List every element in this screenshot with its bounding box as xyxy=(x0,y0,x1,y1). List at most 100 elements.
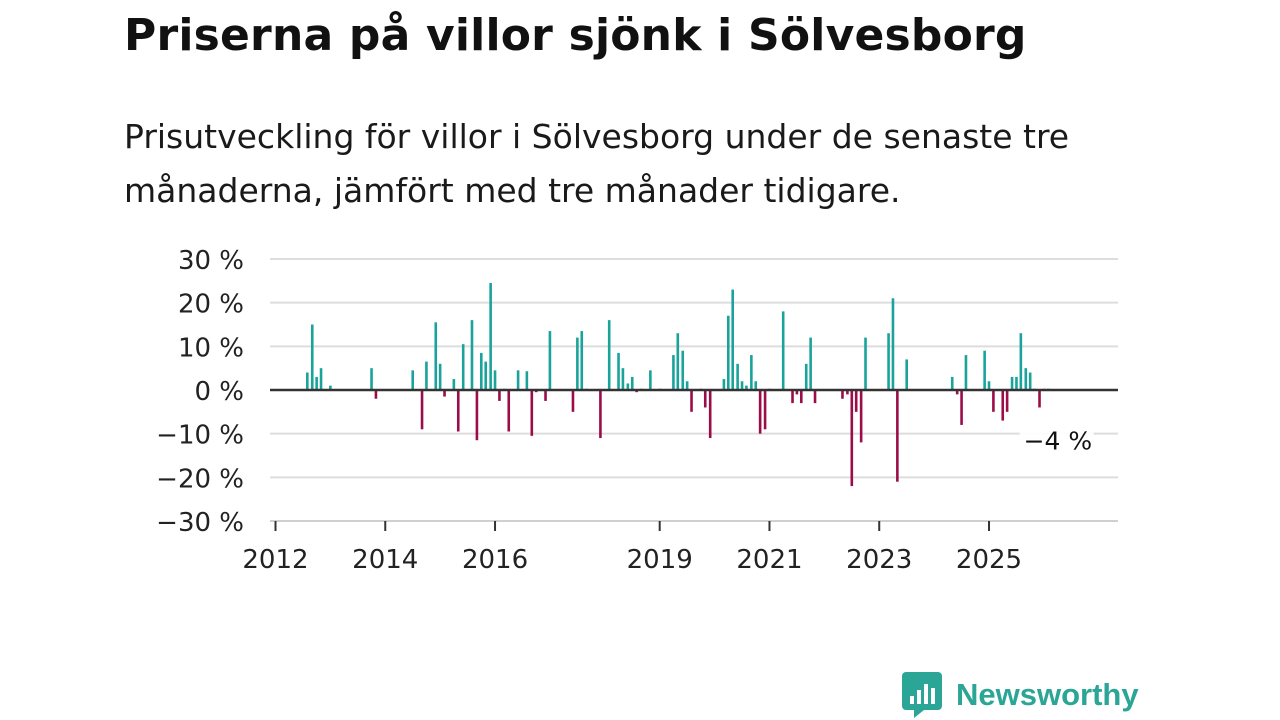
bar xyxy=(960,390,963,425)
bar xyxy=(859,390,863,443)
y-tick-label: −20 % xyxy=(156,464,244,494)
bar xyxy=(964,355,968,390)
bar xyxy=(1019,333,1023,390)
bar xyxy=(456,390,460,432)
x-tick-label: 2025 xyxy=(956,545,1022,575)
bar xyxy=(896,390,899,482)
bar xyxy=(516,370,520,390)
bar xyxy=(992,390,995,412)
bars xyxy=(270,283,1118,487)
bar xyxy=(795,390,799,395)
bar xyxy=(475,390,479,441)
y-tick-label: −30 % xyxy=(156,508,244,538)
bar xyxy=(763,390,767,430)
bar xyxy=(489,283,492,390)
bar xyxy=(1005,390,1009,412)
bar xyxy=(983,350,986,390)
bar xyxy=(544,390,547,401)
bar xyxy=(846,390,849,395)
bar xyxy=(740,381,744,390)
bar xyxy=(736,363,739,390)
x-axis: 2012 2014 2016 2019 2021 2023 2025 xyxy=(242,520,1118,575)
bar xyxy=(891,298,895,390)
bar xyxy=(905,359,908,390)
bar xyxy=(306,372,309,390)
bar xyxy=(484,361,487,390)
bar xyxy=(987,381,991,390)
bar xyxy=(530,390,534,436)
annotation-label: −4 % xyxy=(1024,426,1093,455)
bar xyxy=(791,390,794,404)
bar xyxy=(1015,376,1018,390)
annotations: −4 % xyxy=(1019,425,1094,458)
bar xyxy=(480,352,483,390)
bar xyxy=(1028,372,1032,390)
bar xyxy=(470,320,474,390)
bar xyxy=(703,390,707,408)
bar xyxy=(727,315,730,390)
bar xyxy=(950,376,954,390)
bar xyxy=(758,390,762,434)
y-axis: 30 % 20 % 10 % 0 % −10 % −20 % −30 % xyxy=(156,246,244,538)
bar xyxy=(1038,390,1041,408)
bar xyxy=(315,376,318,390)
bar xyxy=(571,390,575,412)
bar xyxy=(649,370,652,390)
bar xyxy=(630,376,634,390)
bar xyxy=(708,390,712,439)
bar xyxy=(626,383,630,390)
bar xyxy=(955,390,959,395)
bar xyxy=(548,331,552,390)
bar xyxy=(438,363,442,390)
bar xyxy=(319,368,323,390)
bar xyxy=(420,390,424,430)
bar xyxy=(864,337,867,390)
y-tick-label: 0 % xyxy=(194,377,244,407)
bar xyxy=(750,355,753,390)
bar xyxy=(672,355,675,390)
bar xyxy=(621,368,625,390)
x-tick-label: 2012 xyxy=(242,545,308,575)
bar xyxy=(1010,376,1014,390)
bar xyxy=(310,324,314,390)
bar xyxy=(461,344,465,390)
bar xyxy=(1001,390,1005,421)
bar xyxy=(676,333,680,390)
bar xyxy=(498,390,501,401)
x-tick-label: 2023 xyxy=(846,545,912,575)
bar xyxy=(685,381,689,390)
x-tick-label: 2019 xyxy=(627,545,693,575)
bar xyxy=(1024,368,1028,390)
chart-title: Priserna på villor sjönk i Sölvesborg xyxy=(124,10,1027,61)
bar xyxy=(809,337,812,390)
bar xyxy=(374,390,378,399)
bar xyxy=(507,390,511,432)
bar xyxy=(576,337,579,390)
bar xyxy=(690,390,693,412)
bar xyxy=(754,381,758,390)
brand-name: Newsworthy xyxy=(956,677,1139,712)
bar xyxy=(443,390,446,397)
bar xyxy=(841,390,844,399)
y-tick-label: −10 % xyxy=(156,421,244,451)
bar xyxy=(813,390,817,404)
y-tick-label: 30 % xyxy=(178,246,244,276)
bar xyxy=(617,352,620,390)
bar xyxy=(607,320,611,390)
annotation-background xyxy=(1019,425,1094,458)
x-tick-label: 2016 xyxy=(462,545,528,575)
bar xyxy=(425,361,428,390)
newsworthy-logo-icon xyxy=(902,672,942,718)
x-tick-label: 2014 xyxy=(352,545,418,575)
bar xyxy=(434,322,438,390)
bar xyxy=(370,368,373,390)
newsworthy-brand: Newsworthy xyxy=(902,670,1139,720)
bar xyxy=(525,371,529,390)
bar xyxy=(580,331,584,390)
bar xyxy=(722,379,726,390)
bar xyxy=(854,390,858,412)
bar xyxy=(329,385,332,390)
bar xyxy=(804,363,808,390)
bar xyxy=(887,333,890,390)
bar xyxy=(731,289,734,390)
